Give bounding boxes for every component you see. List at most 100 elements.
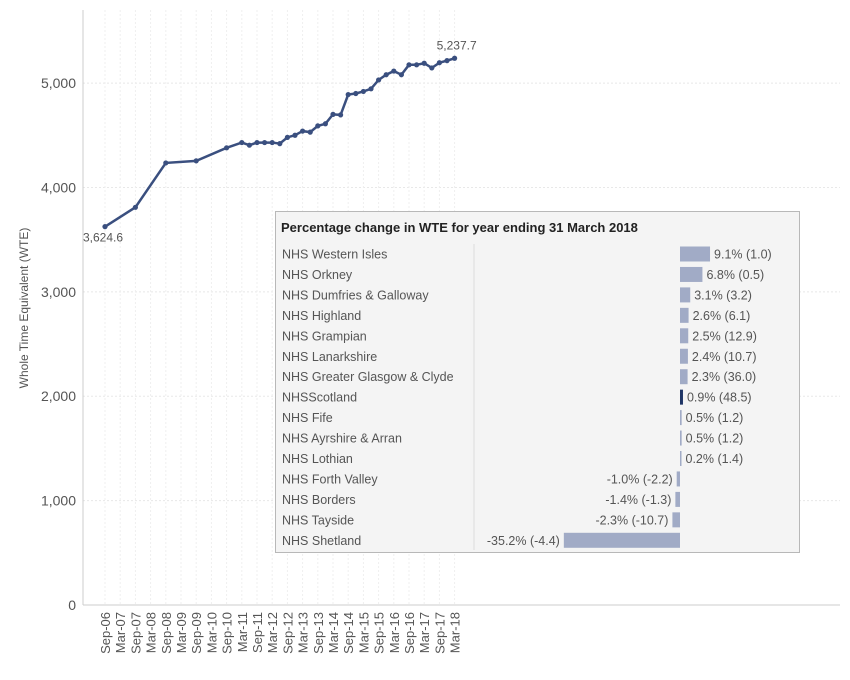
category-label: NHS Grampian bbox=[282, 329, 367, 343]
panel-title: Percentage change in WTE for year ending… bbox=[281, 220, 638, 235]
category-label: NHS Forth Valley bbox=[282, 472, 378, 486]
data-point bbox=[269, 139, 275, 146]
x-tick-label: Sep-15 bbox=[372, 612, 387, 654]
data-point bbox=[429, 65, 435, 71]
value-label: 6.8% (0.5) bbox=[706, 268, 764, 282]
data-point bbox=[330, 111, 336, 117]
x-tick-label: Mar-16 bbox=[387, 612, 402, 653]
x-tick-label: Mar-18 bbox=[448, 612, 463, 653]
y-tick-labels: 0 1,000 2,000 3,000 4,000 5,000 bbox=[41, 75, 76, 613]
category-label: NHS Greater Glasgow & Clyde bbox=[282, 370, 454, 384]
bar bbox=[680, 389, 683, 405]
x-tick-label: Sep-12 bbox=[280, 612, 295, 654]
data-point bbox=[414, 62, 420, 68]
value-label: -1.0% (-2.2) bbox=[607, 472, 673, 486]
x-tick-label: Sep-13 bbox=[311, 612, 326, 654]
bar bbox=[680, 451, 682, 466]
x-tick-label: Mar-17 bbox=[417, 612, 432, 653]
bar bbox=[680, 307, 689, 323]
bar bbox=[680, 266, 703, 282]
data-point bbox=[421, 60, 427, 66]
data-point bbox=[368, 86, 374, 92]
data-point bbox=[277, 141, 283, 147]
x-tick-label: Mar-14 bbox=[326, 612, 341, 653]
category-label: NHS Highland bbox=[282, 309, 361, 323]
data-point bbox=[193, 158, 199, 164]
category-label: NHS Borders bbox=[282, 493, 356, 507]
category-label: NHS Fife bbox=[282, 411, 333, 425]
x-tick-label: Mar-08 bbox=[144, 612, 159, 653]
bar bbox=[680, 430, 682, 446]
bar bbox=[680, 287, 691, 303]
data-point bbox=[262, 139, 268, 146]
y-tick-label: 0 bbox=[68, 597, 76, 613]
data-point bbox=[406, 62, 412, 68]
data-point bbox=[224, 145, 230, 151]
data-point bbox=[300, 128, 306, 134]
bar bbox=[676, 471, 680, 487]
bar bbox=[672, 512, 680, 528]
data-point bbox=[239, 139, 245, 146]
category-label: NHSScotland bbox=[282, 391, 357, 405]
bar bbox=[675, 491, 680, 507]
category-label: NHS Shetland bbox=[282, 534, 361, 548]
data-point bbox=[322, 121, 328, 127]
x-tick-label: Sep-11 bbox=[250, 612, 265, 653]
y-tick-label: 2,000 bbox=[41, 388, 76, 404]
x-tick-label: Sep-17 bbox=[432, 612, 447, 654]
x-tick-label: Sep-09 bbox=[189, 612, 204, 654]
x-tick-label: Sep-16 bbox=[402, 612, 417, 654]
x-tick-labels: Sep-06 Mar-07 Sep-07 Mar-08 Sep-08 Mar-09 Sep-… bbox=[98, 612, 463, 654]
value-label: 2.6% (6.1) bbox=[693, 309, 751, 323]
data-point bbox=[436, 60, 442, 66]
data-point bbox=[284, 134, 290, 140]
start-value-label: 3,624.6 bbox=[83, 231, 123, 245]
bar bbox=[680, 246, 711, 262]
x-tick-label: Mar-10 bbox=[204, 612, 219, 653]
data-point bbox=[360, 88, 366, 95]
x-tick-label: Mar-15 bbox=[356, 612, 371, 653]
x-tick-label: Mar-12 bbox=[265, 612, 280, 653]
value-label: -35.2% (-4.4) bbox=[487, 534, 560, 548]
category-label: NHS Dumfries & Galloway bbox=[282, 288, 429, 302]
x-tick-label: Sep-06 bbox=[98, 612, 113, 654]
value-label: 0.5% (1.2) bbox=[686, 411, 744, 425]
x-tick-label: Mar-11 bbox=[235, 612, 250, 652]
y-tick-label: 1,000 bbox=[41, 493, 76, 509]
y-axis-title: Whole Time Equivalent (WTE) bbox=[17, 228, 31, 389]
data-point bbox=[292, 132, 298, 138]
data-point bbox=[452, 55, 458, 61]
data-point bbox=[398, 72, 404, 78]
data-point bbox=[315, 123, 321, 129]
data-point bbox=[307, 129, 313, 135]
data-point bbox=[246, 142, 252, 148]
category-label: NHS Lanarkshire bbox=[282, 350, 377, 364]
data-point bbox=[254, 139, 260, 146]
x-tick-label: Sep-14 bbox=[341, 612, 356, 654]
category-label: NHS Tayside bbox=[282, 513, 354, 527]
value-label: 3.1% (3.2) bbox=[694, 288, 752, 302]
data-point bbox=[353, 90, 359, 97]
category-label: NHS Ayrshire & Arran bbox=[282, 432, 402, 446]
percentage-bar-chart: NHS Western Isles 9.1% (1.0) NHS Orkney 6.8… bbox=[282, 244, 772, 550]
data-point bbox=[102, 224, 108, 230]
value-label: 2.5% (12.9) bbox=[692, 329, 757, 343]
value-label: 0.9% (48.5) bbox=[687, 391, 752, 405]
data-point bbox=[338, 112, 344, 118]
x-tick-label: Mar-09 bbox=[174, 612, 189, 653]
series-line bbox=[104, 57, 455, 228]
value-label: 0.2% (1.4) bbox=[686, 452, 744, 466]
y-tick-label: 3,000 bbox=[41, 284, 76, 300]
data-point bbox=[376, 77, 382, 83]
value-label: 0.5% (1.2) bbox=[686, 432, 744, 446]
data-point bbox=[391, 68, 397, 74]
bar-rows: NHS Western Isles 9.1% (1.0) NHS Orkney 6.8… bbox=[282, 246, 772, 548]
value-label: 2.4% (10.7) bbox=[692, 350, 757, 364]
value-label: 9.1% (1.0) bbox=[714, 248, 772, 262]
category-label: NHS Western Isles bbox=[282, 248, 387, 262]
value-label: 2.3% (36.0) bbox=[692, 370, 757, 384]
x-tick-label: Mar-07 bbox=[113, 612, 128, 653]
bar bbox=[563, 532, 680, 548]
end-value-label: 5,237.7 bbox=[437, 38, 477, 52]
y-tick-label: 5,000 bbox=[41, 75, 76, 91]
